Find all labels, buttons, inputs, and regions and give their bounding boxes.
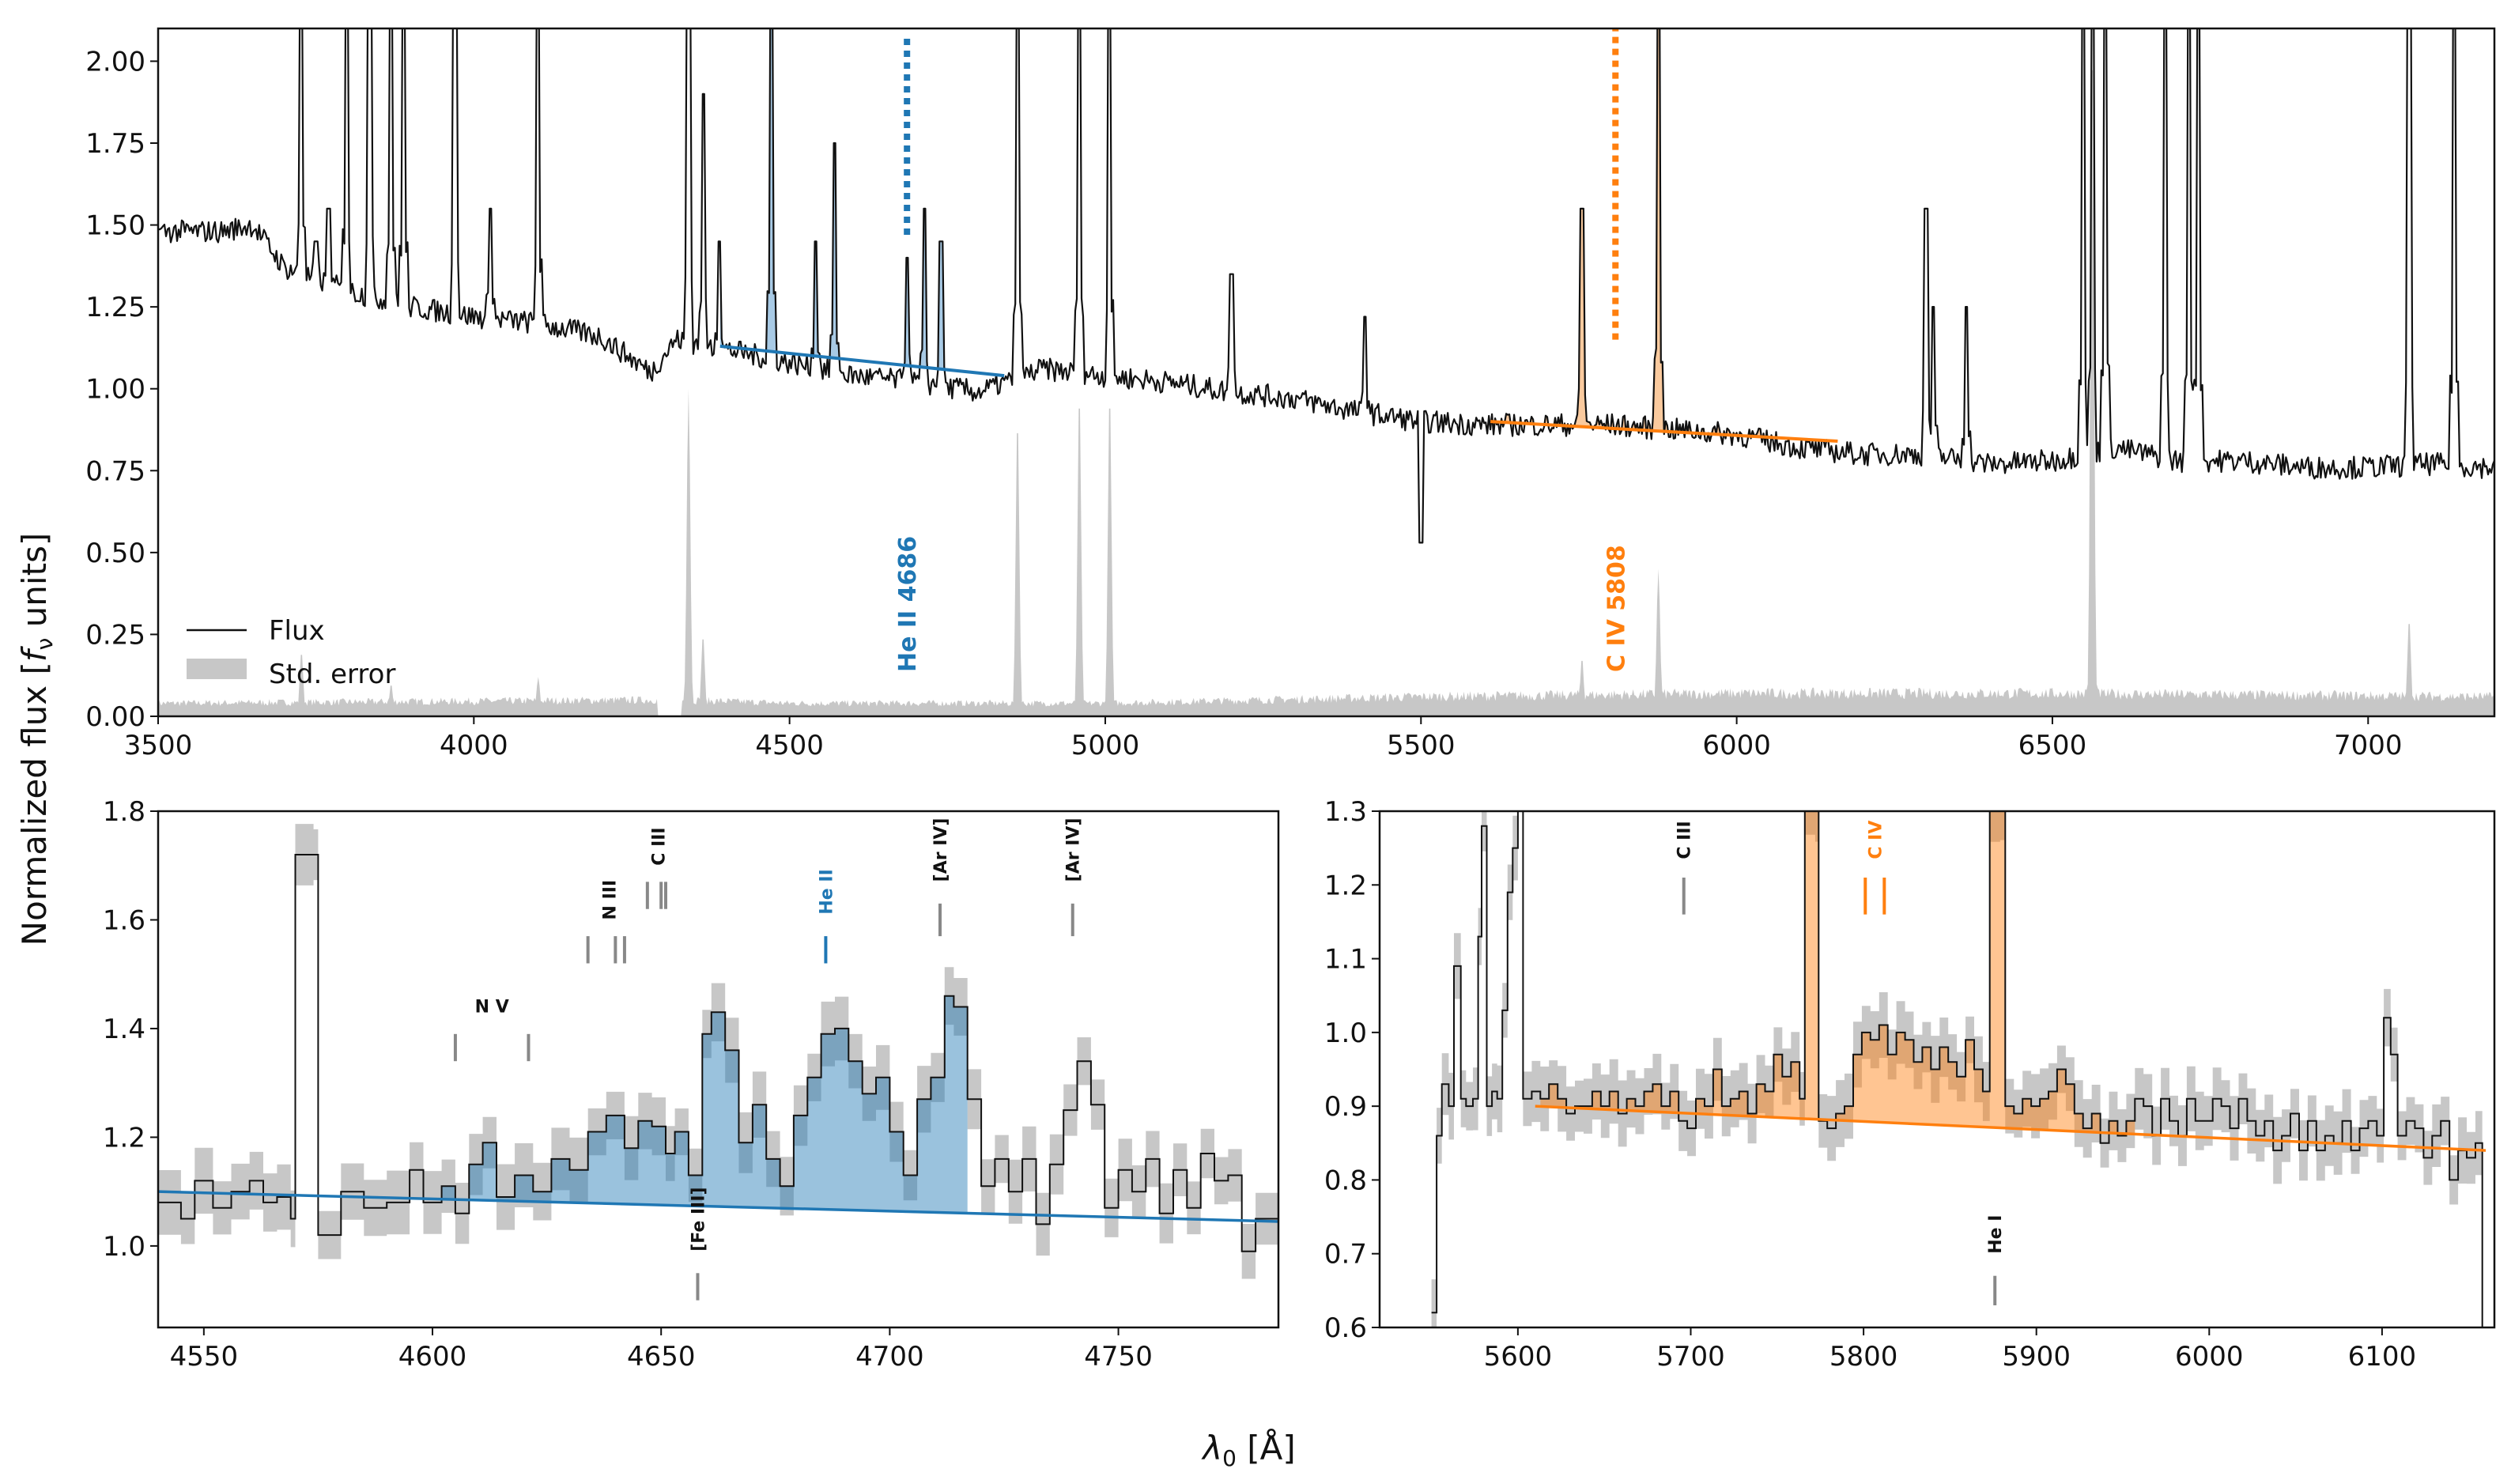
c4-ytick-label: 0.7 bbox=[1324, 1239, 1367, 1271]
he2-zoom-panel: N V N III C III He II [Ar IV] [Ar IV] [Fe III]… bbox=[103, 796, 1280, 1373]
c4-excess-fill bbox=[1540, 811, 2135, 1135]
top-ytick-label: 0.50 bbox=[85, 538, 145, 569]
he2-ytick-label: 1.0 bbox=[103, 1231, 145, 1263]
he2-xtick-label: 4550 bbox=[170, 1341, 239, 1373]
he2-continuum-line bbox=[158, 1190, 1278, 1223]
top-ytick-label: 0.75 bbox=[85, 455, 145, 487]
c4-xtick-label: 5600 bbox=[1484, 1341, 1553, 1373]
he2-error-band bbox=[158, 824, 1278, 1279]
c4-ytick-label: 0.8 bbox=[1324, 1165, 1367, 1196]
c4-ytick-label: 1.0 bbox=[1324, 1018, 1367, 1049]
top-xtick-label: 5000 bbox=[1071, 730, 1140, 761]
he2-ytick-label: 1.2 bbox=[103, 1122, 145, 1154]
he2-region-fill bbox=[719, 28, 1005, 376]
top-xtick-label: 4500 bbox=[755, 730, 824, 761]
legend-error-swatch bbox=[187, 659, 247, 679]
c4-region-label: C IV 5808 bbox=[1603, 545, 1630, 672]
he2-ytick-label: 1.4 bbox=[103, 1014, 145, 1045]
he2-line-label: N V bbox=[475, 997, 509, 1017]
flux-spectrum-line bbox=[158, 28, 2494, 544]
c4-line-label: C IV bbox=[1866, 821, 1886, 859]
he2-xtick-label: 4750 bbox=[1084, 1341, 1153, 1373]
he2-line-label: N III bbox=[601, 880, 621, 920]
c4-error-band bbox=[1431, 811, 2483, 1327]
legend: Flux Std. error bbox=[187, 615, 395, 690]
top-ytick-label: 1.00 bbox=[85, 374, 145, 406]
he2-xtick-label: 4600 bbox=[398, 1341, 467, 1373]
top-ytick-label: 1.75 bbox=[85, 128, 145, 160]
c4-ytick-label: 1.3 bbox=[1324, 796, 1367, 828]
he2-ytick-label: 1.8 bbox=[103, 796, 145, 828]
he2-line-label: [Fe III] bbox=[689, 1187, 708, 1251]
c4-ytick-label: 0.9 bbox=[1324, 1091, 1367, 1123]
c4-ytick-label: 0.6 bbox=[1324, 1312, 1367, 1344]
he2-axes-frame bbox=[157, 810, 1280, 1329]
top-xtick-label: 7000 bbox=[2334, 730, 2403, 761]
c4-ytick-label: 1.1 bbox=[1324, 944, 1367, 976]
c4-xtick-label: 5800 bbox=[1829, 1341, 1898, 1373]
c4-xtick-label: 6000 bbox=[2175, 1341, 2244, 1373]
c4-line-label: C III bbox=[1675, 821, 1695, 859]
top-ytick-label: 1.25 bbox=[85, 292, 145, 323]
he2-line-label: He II bbox=[817, 869, 836, 914]
top-axes-frame bbox=[157, 27, 2496, 718]
top-xtick-label: 3500 bbox=[124, 730, 193, 761]
top-ytick-label: 0.25 bbox=[85, 619, 145, 651]
top-xtick-label: 5500 bbox=[1387, 730, 1456, 761]
c4-axes-frame bbox=[1378, 810, 2496, 1329]
top-xtick-label: 4000 bbox=[440, 730, 508, 761]
top-xtick-label: 6000 bbox=[1702, 730, 1771, 761]
c4-xtick-label: 5700 bbox=[1656, 1341, 1725, 1373]
he2-data-layer: N V N III C III He II [Ar IV] [Ar IV] [Fe III] bbox=[158, 818, 1278, 1301]
he2-flux-line bbox=[158, 854, 1278, 1252]
he2-line-label: C III bbox=[649, 827, 669, 865]
top-ytick-label: 0.00 bbox=[85, 701, 145, 733]
top-ytick-label: 1.50 bbox=[85, 210, 145, 242]
c4-continuum-line bbox=[1490, 420, 1838, 443]
c4-continuum-line bbox=[1535, 1105, 2486, 1152]
legend-error-label: Std. error bbox=[269, 659, 395, 690]
top-xtick-label: 6500 bbox=[2018, 730, 2087, 761]
top-data-layer bbox=[158, 28, 2494, 716]
he2-xtick-label: 4700 bbox=[855, 1341, 924, 1373]
he2-line-label: [Ar IV] bbox=[1064, 818, 1084, 882]
legend-flux-label: Flux bbox=[269, 615, 325, 647]
he2-continuum-line bbox=[719, 344, 1005, 378]
y-axis-label: Normalized flux [fν units] bbox=[15, 533, 58, 946]
x-axis-label: λ0 [Å] bbox=[1201, 1428, 1296, 1471]
he2-excess-fill bbox=[441, 995, 968, 1214]
c4-zoom-panel: C III C IV He I 5600 5700 5800 5900 6000 6100 0.6… bbox=[1324, 796, 2496, 1373]
top-panel: He II 4686 C IV 5808 3500 4000 4500 5000 5500 6… bbox=[85, 27, 2496, 761]
c4-xtick-label: 6100 bbox=[2348, 1341, 2417, 1373]
error-spectrum-area bbox=[158, 70, 2494, 716]
c4-region-fill bbox=[1490, 28, 1838, 441]
he2-xtick-label: 4650 bbox=[627, 1341, 696, 1373]
c4-xtick-label: 5900 bbox=[2002, 1341, 2071, 1373]
top-ytick-label: 2.00 bbox=[85, 46, 145, 77]
c4-line-label: He I bbox=[1986, 1215, 2006, 1254]
c4-ytick-label: 1.2 bbox=[1324, 870, 1367, 901]
c4-flux-line bbox=[1431, 811, 2483, 1327]
he2-line-label: [Ar IV] bbox=[931, 818, 951, 882]
he2-ytick-label: 1.6 bbox=[103, 904, 145, 936]
he2-region-label: He II 4686 bbox=[894, 536, 922, 672]
c4-data-layer: C III C IV He I bbox=[1431, 811, 2486, 1327]
